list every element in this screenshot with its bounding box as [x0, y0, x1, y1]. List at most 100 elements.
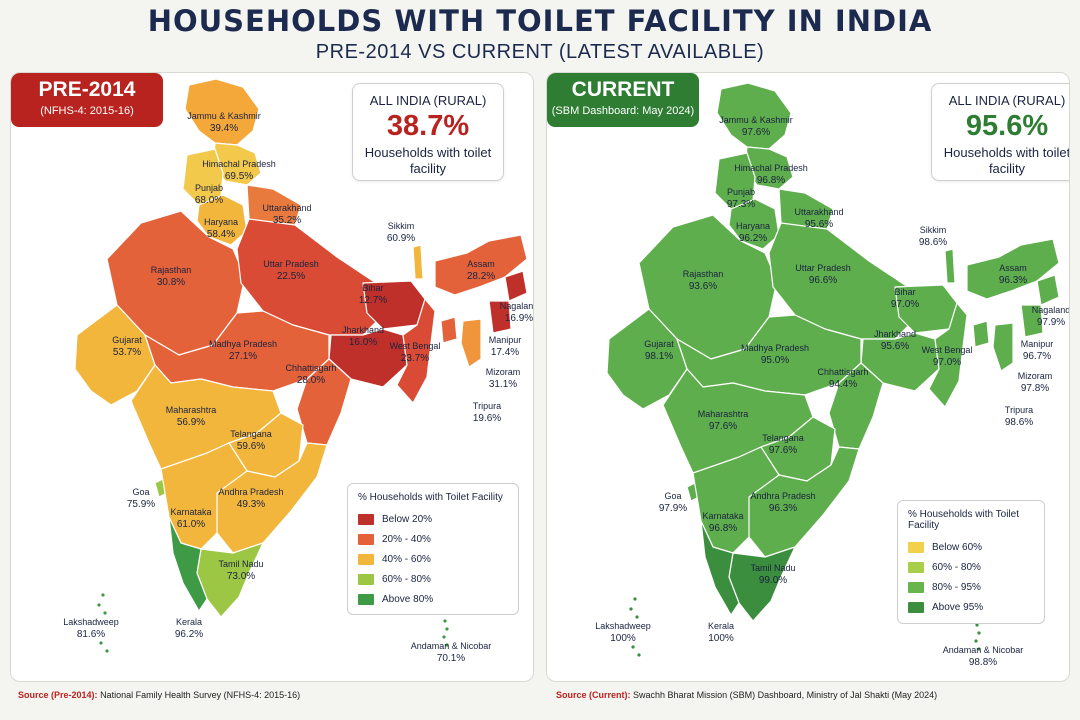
state-name-sikkim: Sikkim — [920, 225, 947, 235]
pre2014-legend: % Households with Toilet Facility Below … — [347, 483, 519, 615]
pre2014-stat-box: ALL INDIA (RURAL) 38.7% Households with … — [352, 83, 504, 181]
state-name-tripura: Tripura — [473, 401, 501, 411]
state-name-himachal-pradesh: Himachal Pradesh — [202, 159, 276, 169]
state-name-assam: Assam — [999, 263, 1027, 273]
state-name-tamil-nadu: Tamil Nadu — [750, 563, 795, 573]
pre2014-badge: PRE-2014 (NFHS-4: 2015-16) — [11, 73, 163, 127]
state-value-punjab: 68.0% — [195, 195, 223, 206]
state-value-jharkhand: 95.6% — [881, 341, 909, 352]
region-nagaland — [504, 270, 528, 302]
state-name-kerala: Kerala — [176, 617, 202, 627]
state-name-jammu-and-kashmir: Jammu & Kashmir — [187, 111, 261, 121]
current-india-map: Jammu & Kashmir 97.6% Himachal Pradesh 96.8… — [595, 82, 1069, 668]
state-name-assam: Assam — [467, 259, 495, 269]
state-name-uttar-pradesh: Uttar Pradesh — [263, 259, 319, 269]
region-tripura — [972, 320, 990, 348]
state-value-rajasthan: 93.6% — [689, 281, 717, 292]
state-name-maharashtra: Maharashtra — [698, 409, 749, 419]
region-manipur — [1020, 304, 1044, 338]
state-value-uttarakhand: 35.2% — [273, 215, 301, 226]
island-andaman-and-nicobar — [977, 647, 981, 651]
state-value-manipur: 96.7% — [1023, 351, 1051, 362]
island-lakshadweep — [633, 597, 637, 601]
current-stat-box: ALL INDIA (RURAL) 95.6% Households with … — [931, 83, 1070, 181]
state-name-haryana: Haryana — [204, 217, 238, 227]
state-value-manipur: 17.4% — [491, 347, 519, 358]
state-value-assam: 96.3% — [999, 275, 1027, 286]
state-name-gujarat: Gujarat — [644, 339, 674, 349]
state-value-sikkim: 60.9% — [387, 233, 415, 244]
state-value-haryana: 96.2% — [739, 233, 767, 244]
current-legend: % Households with Toilet Facility Below … — [897, 500, 1045, 624]
region-sikkim — [944, 248, 956, 284]
state-name-mizoram: Mizoram — [486, 367, 521, 377]
state-value-jharkhand: 16.0% — [349, 337, 377, 348]
state-value-tripura: 19.6% — [473, 413, 501, 424]
region-chhattisgarh — [296, 358, 352, 446]
badge-title: PRE-2014 — [38, 78, 136, 101]
state-name-jharkhand: Jharkhand — [874, 329, 916, 339]
state-name-mizoram: Mizoram — [1018, 371, 1053, 381]
state-name-manipur: Manipur — [1021, 339, 1054, 349]
state-name-andhra-pradesh: Andhra Pradesh — [750, 491, 815, 501]
state-value-tripura: 98.6% — [1005, 417, 1033, 428]
state-name-maharashtra: Maharashtra — [166, 405, 217, 415]
state-value-karnataka: 61.0% — [177, 519, 205, 530]
current-panel: Jammu & Kashmir 97.6% Himachal Pradesh 96.8… — [546, 72, 1070, 682]
region-kerala — [168, 516, 208, 612]
legend-item: 60% - 80% — [358, 569, 508, 589]
state-name-punjab: Punjab — [195, 183, 223, 193]
state-value-bihar: 97.0% — [891, 299, 919, 310]
state-name-kerala: Kerala — [708, 621, 734, 631]
island-lakshadweep — [103, 611, 107, 615]
state-value-goa: 75.9% — [127, 499, 155, 510]
state-value-karnataka: 96.8% — [709, 523, 737, 534]
state-value-uttar-pradesh: 96.6% — [809, 275, 837, 286]
source-text: National Family Health Survey (NFHS-4: 2… — [100, 690, 301, 700]
state-value-kerala: 96.2% — [175, 629, 203, 640]
island-andaman-and-nicobar — [442, 635, 446, 639]
badge-subtitle: (SBM Dashboard: May 2024) — [551, 105, 695, 117]
region-assam — [966, 238, 1060, 300]
legend-label: 60% - 80% — [932, 561, 981, 573]
region-haryana — [728, 198, 780, 250]
legend-label: 40% - 60% — [382, 553, 431, 565]
island-andaman-and-nicobar — [977, 631, 981, 635]
state-name-bihar: Bihar — [894, 287, 915, 297]
state-value-gujarat: 53.7% — [113, 347, 141, 358]
region-andhra-pradesh — [206, 442, 328, 554]
page-subtitle: PRE-2014 VS CURRENT (LATEST AVAILABLE) — [315, 41, 765, 63]
state-value-west-bengal: 97.0% — [933, 357, 961, 368]
state-name-karnataka: Karnataka — [170, 507, 211, 517]
state-name-west-bengal: West Bengal — [390, 341, 441, 351]
source-label: Source (Pre-2014): — [18, 690, 98, 700]
legend-swatch — [358, 593, 374, 605]
region-andhra-pradesh — [738, 446, 860, 558]
legend-swatch — [908, 541, 924, 553]
legend-swatch — [358, 533, 374, 545]
island-andaman-and-nicobar — [445, 643, 449, 647]
island-lakshadweep — [629, 607, 633, 611]
state-name-chhattisgarh: Chhattisgarh — [817, 367, 868, 377]
stat-caption: Households with toilet facility — [943, 145, 1070, 176]
state-value-maharashtra: 97.6% — [709, 421, 737, 432]
region-mizoram — [460, 318, 482, 368]
state-value-chhattisgarh: 94.4% — [829, 379, 857, 390]
legend-swatch — [358, 573, 374, 585]
island-lakshadweep — [105, 649, 109, 653]
badge-subtitle: (NFHS-4: 2015-16) — [40, 105, 134, 117]
state-value-himachal-pradesh: 69.5% — [225, 171, 253, 182]
state-value-mizoram: 97.8% — [1021, 383, 1049, 394]
state-name-andaman-and-nicobar: Andaman & Nicobar — [943, 645, 1024, 655]
state-name-tamil-nadu: Tamil Nadu — [218, 559, 263, 569]
state-value-andhra-pradesh: 96.3% — [769, 503, 797, 514]
legend-swatch — [358, 513, 374, 525]
state-name-karnataka: Karnataka — [702, 511, 743, 521]
state-name-telangana: Telangana — [762, 433, 804, 443]
state-value-mizoram: 31.1% — [489, 379, 517, 390]
region-tripura — [440, 316, 458, 344]
stat-value: 95.6% — [965, 110, 1049, 142]
island-andaman-and-nicobar — [974, 639, 978, 643]
island-andaman-and-nicobar — [443, 619, 447, 623]
state-name-jammu-and-kashmir: Jammu & Kashmir — [719, 115, 793, 125]
